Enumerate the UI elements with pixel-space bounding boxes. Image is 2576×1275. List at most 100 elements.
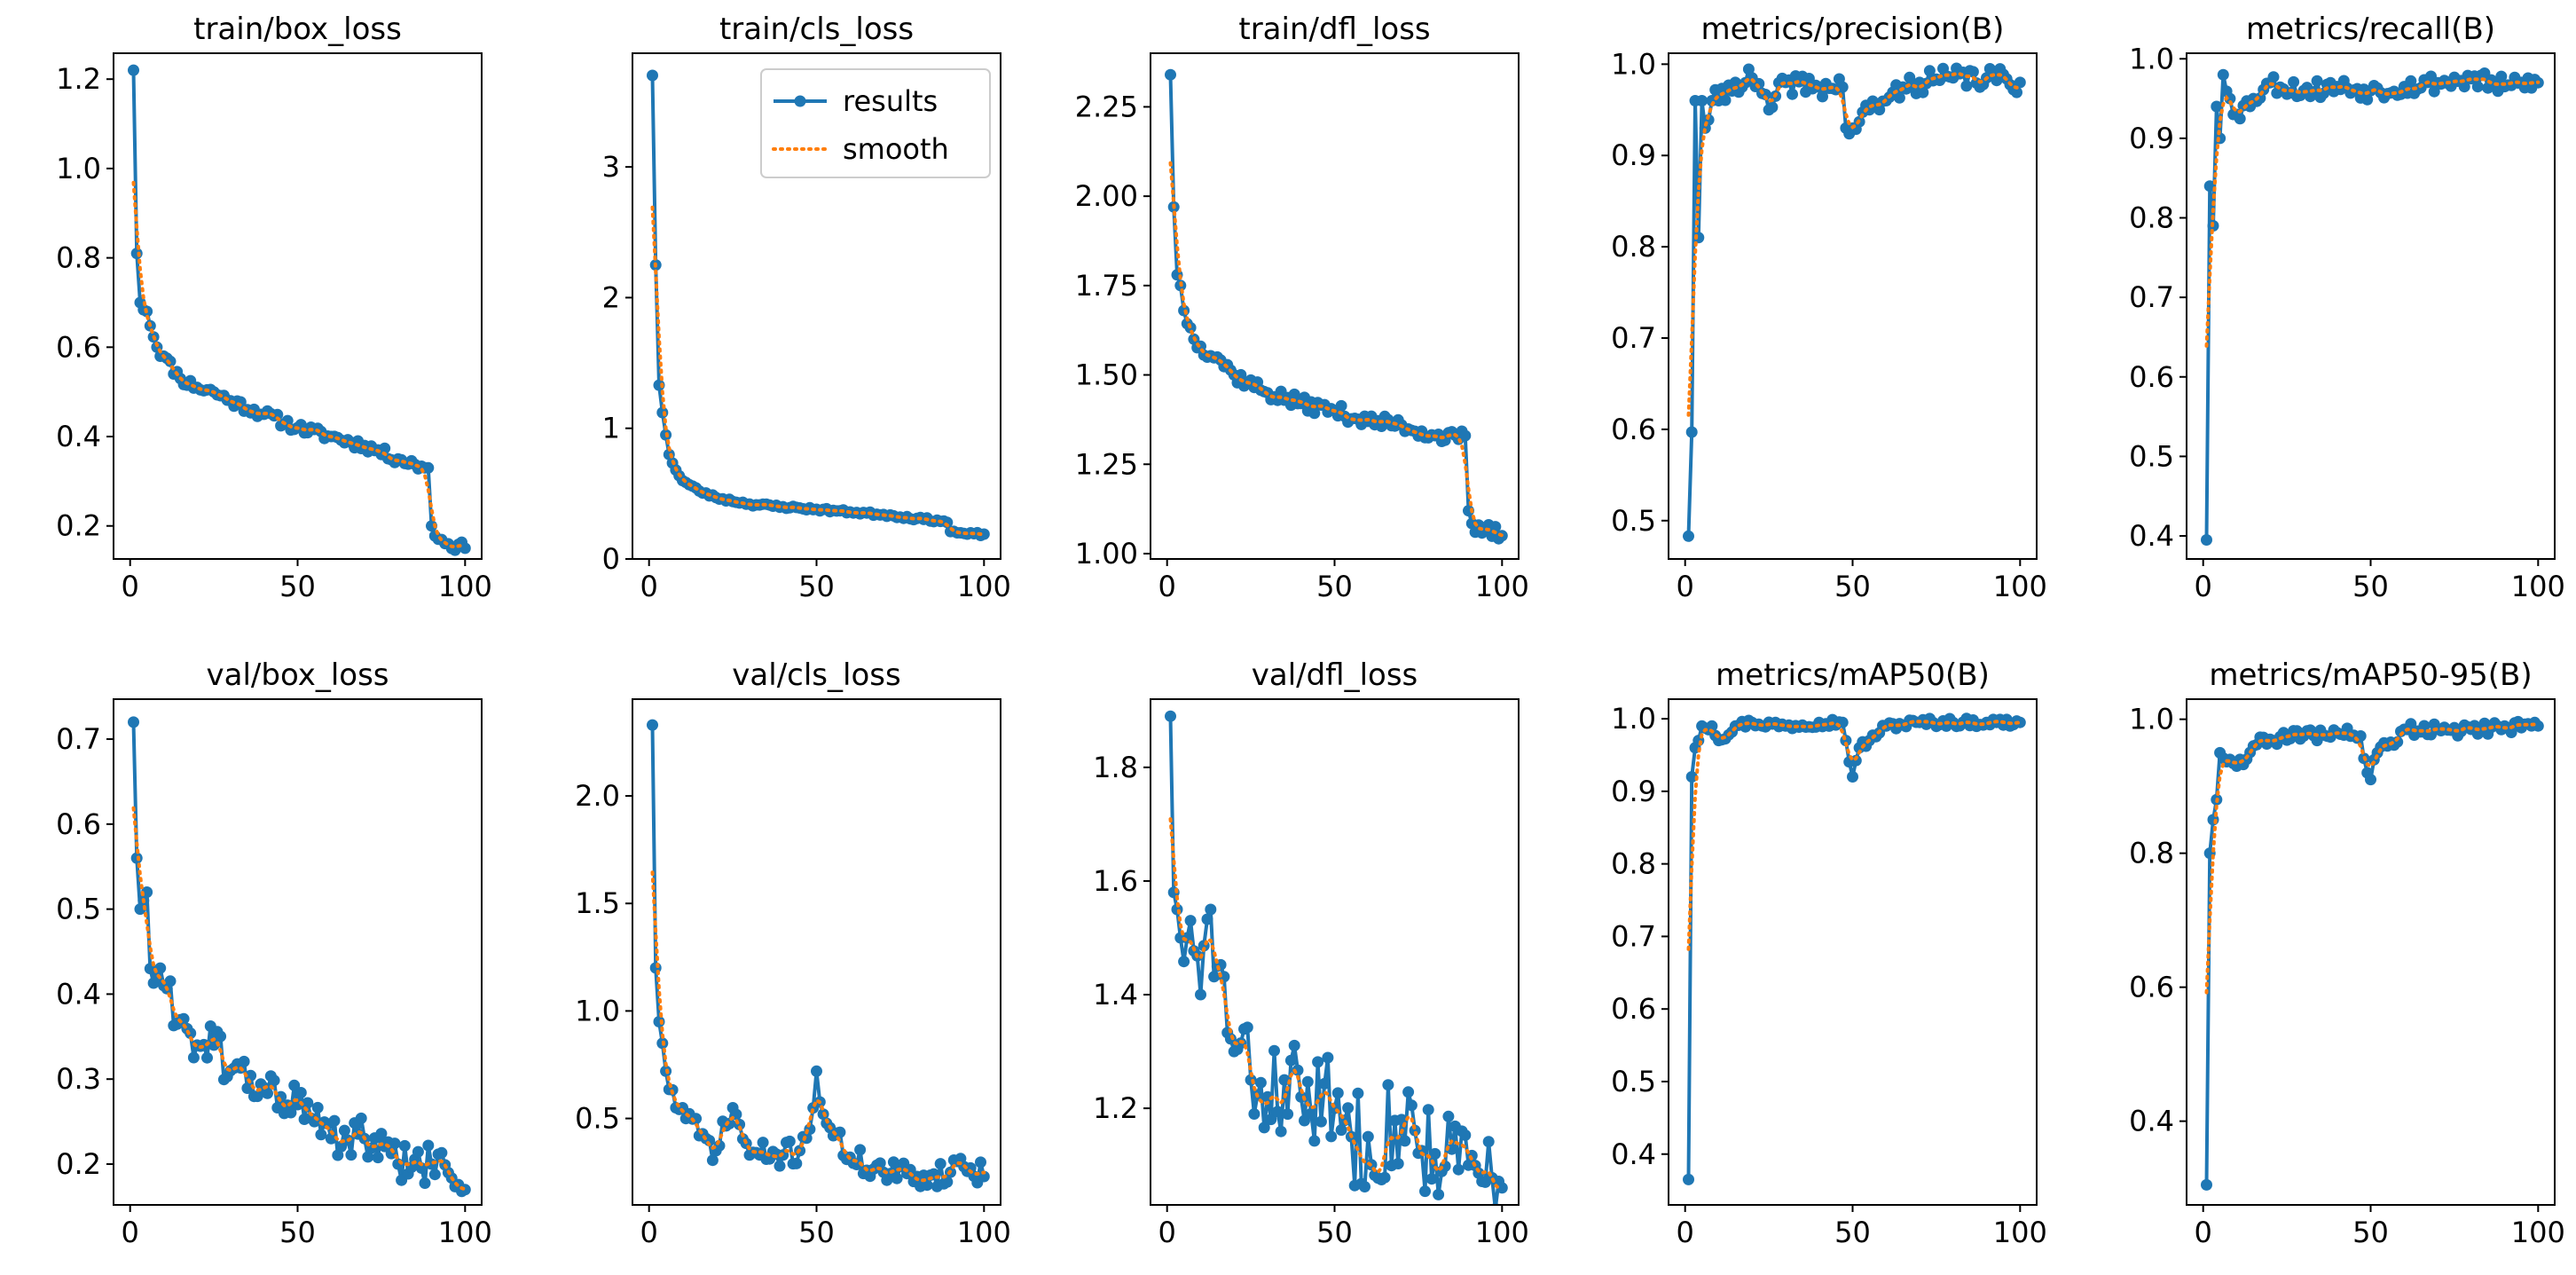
x-tick-label: 50 — [2352, 570, 2389, 603]
results-point — [426, 520, 437, 532]
results-point — [1382, 1079, 1394, 1091]
results-point — [1683, 530, 1694, 542]
x-tick-label: 50 — [1316, 1216, 1353, 1249]
results-point — [1308, 407, 1321, 420]
results-point — [128, 716, 139, 728]
x-tick-label: 100 — [438, 1216, 492, 1249]
y-tick-label: 0.2 — [56, 509, 101, 543]
y-tick-label: 0.5 — [2129, 439, 2174, 473]
subplot-title: val/dfl_loss — [1252, 657, 1418, 693]
y-tick-label: 1.6 — [1093, 864, 1138, 898]
subplot-title: val/cls_loss — [732, 657, 900, 693]
results-point — [1463, 505, 1474, 517]
results-point — [800, 1132, 813, 1145]
results-point — [328, 1114, 341, 1127]
results-point — [934, 1158, 946, 1170]
plot-area — [1165, 710, 1508, 1205]
results-point — [1312, 1056, 1324, 1068]
smooth-line — [1686, 720, 2022, 951]
results-point — [978, 528, 990, 540]
results-point — [921, 1179, 933, 1192]
results-point — [1419, 1185, 1431, 1198]
x-tick-label: 50 — [798, 1216, 835, 1249]
y-tick-label: 0.4 — [1611, 1137, 1656, 1171]
results-line — [2204, 720, 2540, 1185]
results-point — [419, 1177, 431, 1189]
results-point — [1836, 81, 1849, 93]
results-point — [1184, 915, 1197, 927]
x-tick-label: 100 — [2511, 570, 2565, 603]
y-tick-label: 1.0 — [56, 152, 101, 185]
y-tick-label: 1.5 — [575, 886, 620, 920]
results-point — [2234, 113, 2246, 125]
smooth-line — [131, 806, 467, 1192]
y-tick-label: 0.9 — [2129, 122, 2174, 155]
y-tick-label: 1.0 — [1611, 47, 1656, 81]
y-tick-label: 1.8 — [1093, 751, 1138, 784]
results-point — [1268, 1044, 1280, 1057]
results-point — [295, 1087, 307, 1098]
results-point — [2203, 180, 2216, 193]
results-point — [1496, 1182, 1508, 1194]
results-point — [1696, 95, 1708, 106]
x-tick-label: 50 — [1316, 570, 1353, 603]
results-point — [2405, 718, 2417, 730]
results-point — [164, 355, 177, 367]
smooth-line — [2204, 77, 2541, 348]
results-point — [656, 406, 669, 419]
results-point — [436, 1146, 448, 1159]
results-point — [1322, 1051, 1334, 1064]
results-point — [1205, 903, 1217, 916]
results-point — [1271, 1106, 1284, 1118]
results-point — [1923, 65, 1936, 77]
results-point — [2532, 720, 2544, 732]
results-point — [1335, 399, 1347, 412]
subplot-title: train/box_loss — [193, 12, 402, 47]
x-tick-label: 0 — [1677, 1216, 1694, 1249]
results-point — [2365, 774, 2376, 786]
results-point — [187, 1051, 200, 1064]
plot-area — [128, 716, 471, 1198]
axes-frame — [2186, 52, 2556, 560]
results-point — [1325, 1130, 1338, 1143]
x-tick-label: 100 — [957, 570, 1011, 603]
x-tick-label: 0 — [2195, 570, 2212, 603]
results-line — [1686, 67, 2022, 537]
results-point — [128, 64, 139, 76]
results-line — [131, 70, 467, 553]
results-point — [151, 971, 163, 983]
results-point — [1165, 710, 1176, 722]
y-tick-label: 1.50 — [1075, 358, 1138, 392]
x-tick-label: 0 — [640, 570, 658, 603]
results-point — [2418, 720, 2431, 732]
results-point — [1352, 1087, 1364, 1099]
results-point — [1489, 521, 1502, 533]
results-point — [241, 1082, 254, 1094]
results-point — [757, 1137, 769, 1149]
results-point — [2224, 92, 2236, 105]
results-point — [1893, 91, 1905, 104]
x-tick-label: 0 — [640, 1216, 658, 1249]
results-point — [315, 1129, 327, 1141]
results-point — [1960, 80, 1973, 92]
results-point — [311, 1101, 324, 1114]
results-point — [1402, 1086, 1415, 1098]
results-point — [1422, 1104, 1434, 1116]
x-tick-label: 0 — [122, 570, 139, 603]
legend: results smooth — [760, 68, 991, 178]
results-point — [415, 1162, 428, 1174]
results-point — [2458, 81, 2470, 93]
x-tick-label: 100 — [1993, 1216, 2047, 1249]
subplot-metrics-recall-b-: metrics/recall(B) 0 50 100 0.4 0.5 0.6 0.7 0.8 0.… — [2129, 12, 2565, 603]
results-point — [647, 719, 658, 731]
results-point — [268, 1074, 280, 1087]
x-tick-label: 50 — [279, 1216, 316, 1249]
results-point — [1308, 1135, 1321, 1147]
subplot-title: metrics/mAP50-95(B) — [2209, 657, 2532, 693]
legend-results-marker — [794, 95, 806, 107]
x-tick-label: 100 — [438, 570, 492, 603]
axes-frame — [632, 698, 1001, 1206]
y-tick-label: 0.8 — [2129, 837, 2174, 870]
results-point — [2217, 68, 2229, 81]
